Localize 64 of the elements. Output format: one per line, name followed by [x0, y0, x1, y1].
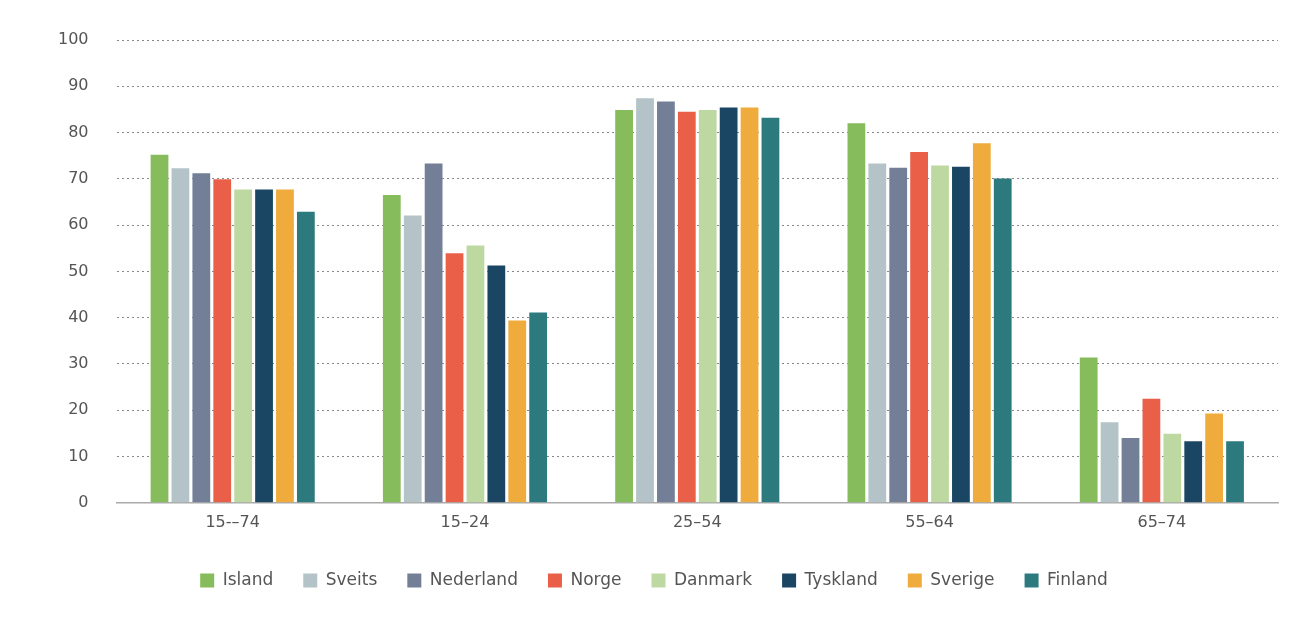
- y-tick-label: 80: [68, 121, 89, 141]
- legend-label: Nederland: [429, 568, 518, 589]
- bar: [847, 123, 866, 503]
- bar: [868, 163, 887, 503]
- bar: [636, 98, 654, 503]
- bar: [1079, 357, 1098, 503]
- y-tick-label: 70: [68, 168, 89, 187]
- bar: [255, 189, 273, 503]
- bar: [931, 165, 949, 503]
- bar: [276, 189, 294, 503]
- y-tick-label: 40: [68, 306, 89, 326]
- bar: [171, 168, 190, 503]
- y-tick-label: 90: [68, 75, 89, 95]
- legend-label: Danmark: [674, 568, 753, 589]
- x-tick-label: 15–24: [440, 511, 490, 531]
- bar: [993, 178, 1012, 503]
- bar: [615, 109, 633, 503]
- x-tick-label: 25–54: [672, 511, 722, 531]
- bar: [889, 167, 908, 503]
- y-tick-label: 50: [68, 260, 89, 280]
- y-tick-label: 60: [68, 214, 89, 234]
- legend-label: Tyskland: [803, 568, 878, 589]
- bar: [234, 189, 253, 503]
- bar: [657, 101, 675, 503]
- bar: [403, 215, 422, 503]
- bar: [150, 154, 169, 503]
- bar: [1226, 441, 1244, 503]
- bar: [698, 109, 717, 503]
- legend-label: Sveits: [325, 568, 378, 589]
- x-tick-label: 65–74: [1137, 511, 1187, 531]
- bar: [424, 163, 443, 503]
- bar: [1121, 438, 1140, 503]
- bar: [1205, 413, 1224, 503]
- bar: [910, 152, 928, 503]
- legend-label: Island: [222, 568, 274, 589]
- bar: [529, 312, 548, 503]
- bar: [677, 111, 696, 503]
- bar: [192, 173, 211, 503]
- bar: [761, 117, 780, 503]
- y-tick-label: 0: [78, 491, 89, 511]
- y-tick-label: 10: [68, 445, 89, 465]
- bar: [952, 166, 970, 503]
- y-tick-label: 30: [68, 353, 89, 373]
- legend-label: Finland: [1047, 568, 1108, 589]
- legend-label: Norge: [570, 568, 622, 589]
- bar: [1184, 441, 1203, 503]
- bar: [487, 265, 506, 503]
- bar: [1100, 422, 1119, 503]
- bar: [719, 107, 738, 503]
- bar: [382, 195, 401, 503]
- y-tick-label: 20: [68, 399, 89, 419]
- bar: [972, 143, 991, 503]
- bar: [445, 253, 464, 503]
- bar: [1163, 433, 1182, 503]
- x-tick-label: 55–64: [905, 511, 954, 531]
- bar: [296, 211, 315, 503]
- x-tick-label: 15-–74: [205, 511, 260, 531]
- y-tick-label: 100: [57, 29, 89, 49]
- legend-label: Sverige: [930, 568, 995, 589]
- bar: [740, 107, 759, 503]
- bar: [466, 245, 485, 503]
- bar: [508, 320, 527, 503]
- bar: [213, 179, 232, 503]
- bar: [1142, 398, 1161, 503]
